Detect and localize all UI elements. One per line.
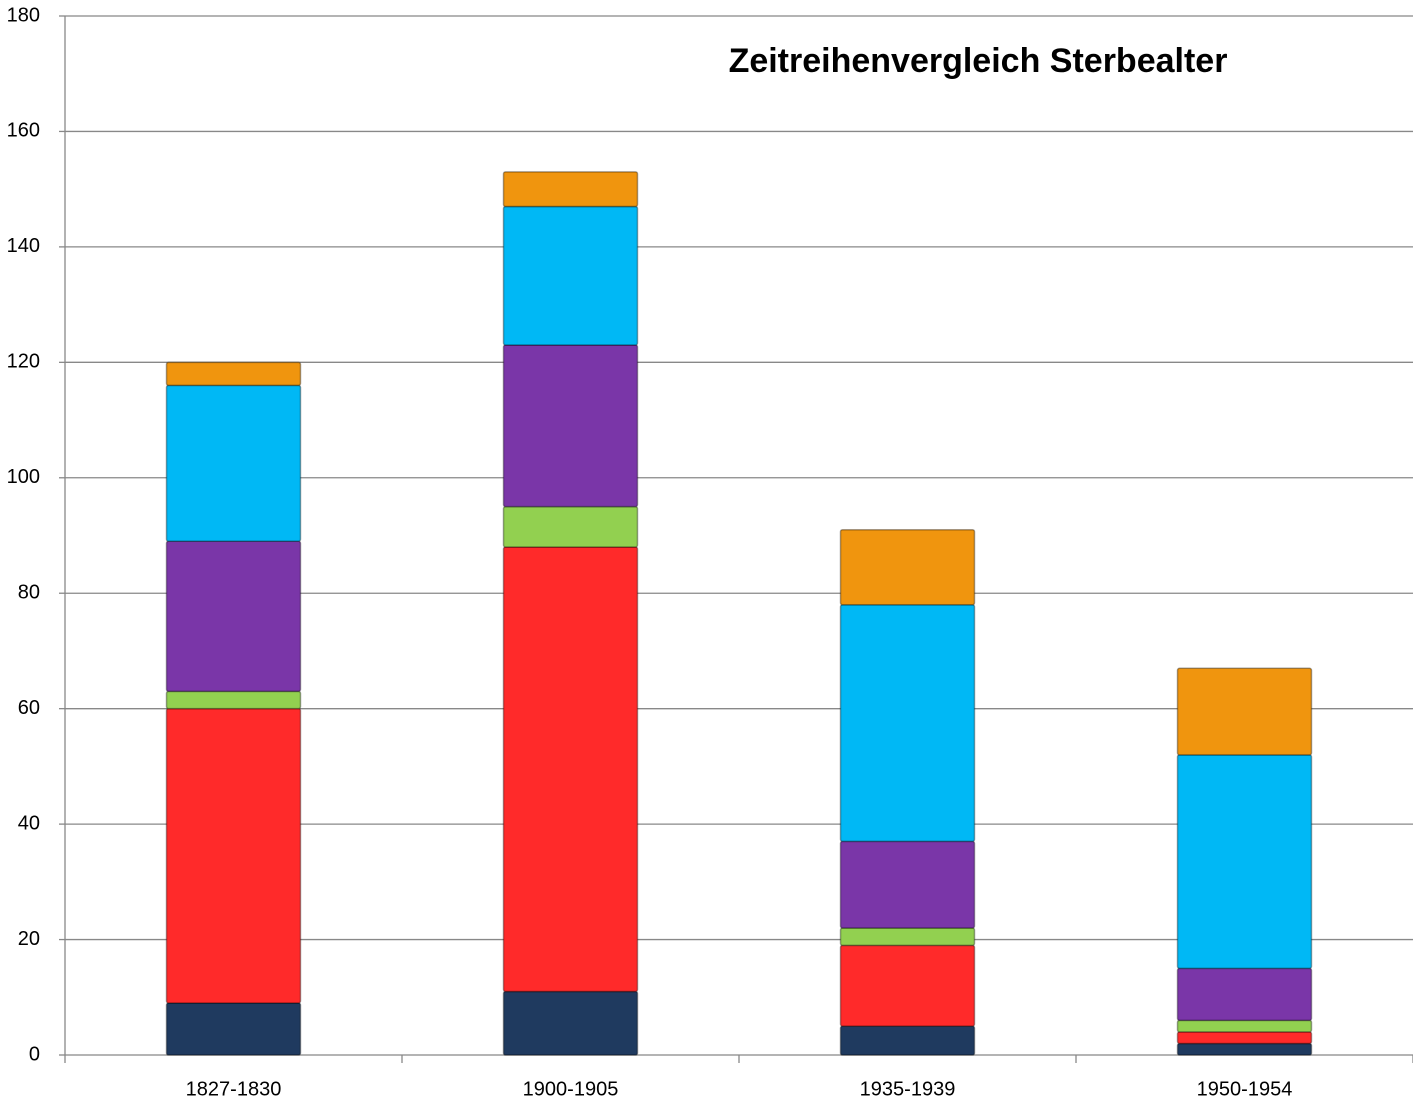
- bar-segment: [502, 205, 639, 346]
- bar-segment: [165, 1002, 302, 1056]
- y-tick-label: 100: [7, 466, 40, 488]
- bar-segment: [165, 540, 302, 693]
- x-tick-label: 1900-1905: [523, 1078, 619, 1100]
- y-tick-label: 80: [18, 582, 40, 604]
- bar-segment: [165, 361, 302, 387]
- y-tick-label: 160: [7, 120, 40, 142]
- chart-title: Zeitreihenvergleich Sterbealter: [729, 42, 1228, 80]
- bar-segment: [502, 546, 639, 993]
- bar-segment: [1176, 754, 1313, 970]
- y-tick-label: 120: [7, 351, 40, 373]
- x-tick-label: 1935-1939: [860, 1078, 956, 1100]
- bar-segment: [839, 840, 976, 929]
- y-tick-label: 60: [18, 697, 40, 719]
- bar-segment: [1176, 1019, 1313, 1033]
- y-tick-label: 180: [7, 4, 40, 26]
- bar-segment: [502, 505, 639, 548]
- bar-segment: [839, 604, 976, 843]
- y-tick-label: 20: [18, 928, 40, 950]
- bar-segment: [1176, 1031, 1313, 1045]
- y-tick-label: 0: [29, 1043, 40, 1065]
- bar-segment: [839, 944, 976, 1027]
- bar-segment: [165, 384, 302, 543]
- x-tick-label: 1950-1954: [1197, 1078, 1293, 1100]
- bar-segment: [839, 528, 976, 606]
- bar-segment: [1176, 1042, 1313, 1056]
- y-tick-label: 40: [18, 812, 40, 834]
- y-tick-label: 140: [7, 235, 40, 257]
- bar-segment: [502, 990, 639, 1056]
- bar-segment: [502, 171, 639, 208]
- bar-segment: [1176, 967, 1313, 1022]
- bar-segment: [165, 707, 302, 1004]
- bar-segment: [502, 344, 639, 508]
- bar-segment: [839, 927, 976, 947]
- bar-segment: [165, 690, 302, 710]
- bar-segment: [839, 1025, 976, 1056]
- bar-segment: [1176, 667, 1313, 756]
- x-tick-label: 1827-1830: [186, 1078, 282, 1100]
